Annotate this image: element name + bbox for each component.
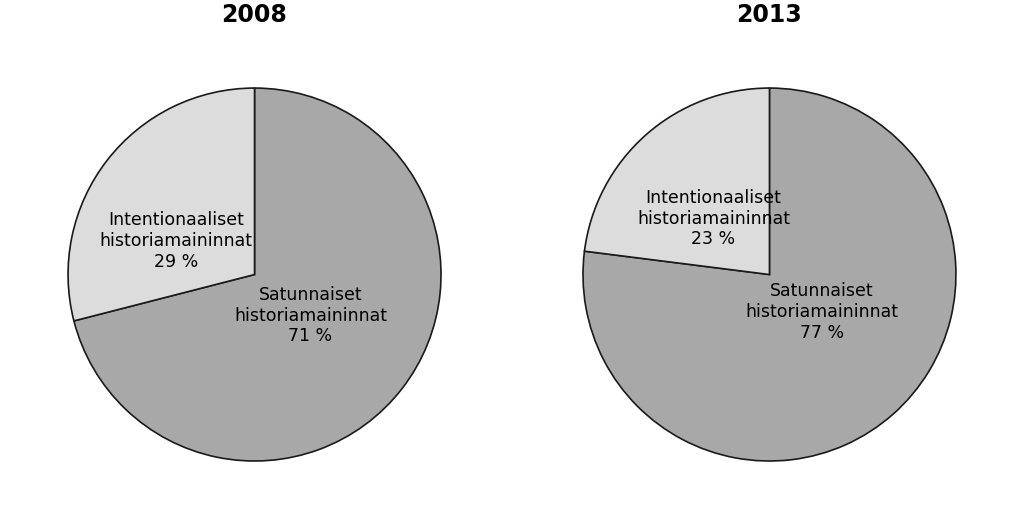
Text: Intentionaaliset
historiamaininnat
23 %: Intentionaaliset historiamaininnat 23 % xyxy=(637,189,791,249)
Text: Satunnaiset
historiamaininnat
77 %: Satunnaiset historiamaininnat 77 % xyxy=(745,282,898,342)
Wedge shape xyxy=(74,88,441,461)
Wedge shape xyxy=(68,88,255,321)
Text: Satunnaiset
historiamaininnat
71 %: Satunnaiset historiamaininnat 71 % xyxy=(233,286,387,346)
Wedge shape xyxy=(585,88,769,275)
Title: 2013: 2013 xyxy=(736,3,803,27)
Text: Intentionaaliset
historiamaininnat
29 %: Intentionaaliset historiamaininnat 29 % xyxy=(99,211,253,271)
Title: 2008: 2008 xyxy=(221,3,288,27)
Wedge shape xyxy=(583,88,956,461)
